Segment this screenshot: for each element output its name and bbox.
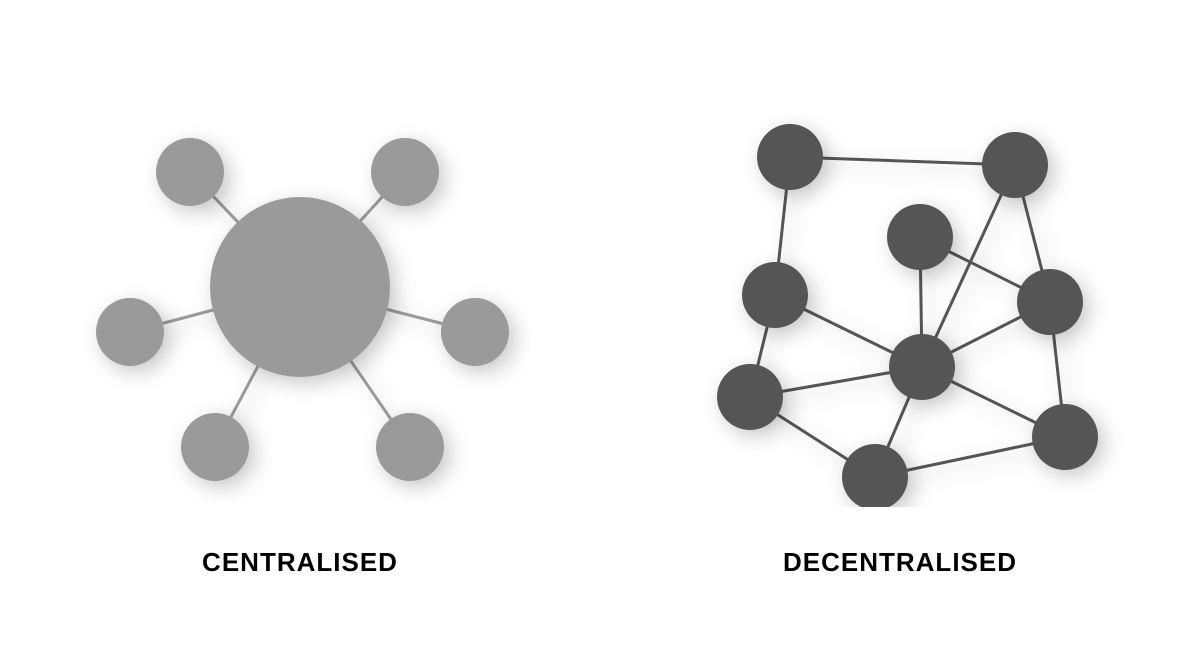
decentralised-diagram [670, 87, 1130, 507]
centralised-panel: CENTRALISED [70, 87, 530, 578]
decentralised-label: DECENTRALISED [783, 547, 1017, 578]
centralised-label: CENTRALISED [202, 547, 398, 578]
centralised-diagram [70, 87, 530, 507]
diagram-container: CENTRALISED DECENTRALISED [0, 0, 1200, 665]
decentralised-panel: DECENTRALISED [670, 87, 1130, 578]
